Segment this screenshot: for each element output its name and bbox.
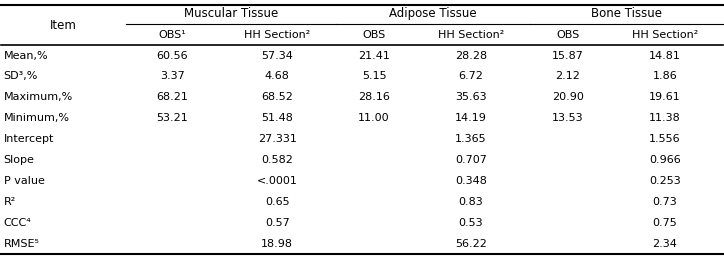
Text: CCC⁴: CCC⁴ bbox=[4, 218, 31, 228]
Text: 2.34: 2.34 bbox=[652, 239, 677, 249]
Text: 35.63: 35.63 bbox=[455, 92, 487, 103]
Text: 1.365: 1.365 bbox=[455, 134, 487, 144]
Text: 1.556: 1.556 bbox=[649, 134, 681, 144]
Text: OBS: OBS bbox=[363, 30, 386, 39]
Text: 3.37: 3.37 bbox=[160, 72, 185, 82]
Text: 11.00: 11.00 bbox=[358, 113, 390, 123]
Text: 56.22: 56.22 bbox=[455, 239, 487, 249]
Text: 51.48: 51.48 bbox=[261, 113, 293, 123]
Text: 0.65: 0.65 bbox=[265, 197, 290, 207]
Text: 18.98: 18.98 bbox=[261, 239, 293, 249]
Text: 0.966: 0.966 bbox=[649, 155, 681, 165]
Text: 0.75: 0.75 bbox=[652, 218, 677, 228]
Text: 20.90: 20.90 bbox=[552, 92, 584, 103]
Text: HH Section²: HH Section² bbox=[438, 30, 504, 39]
Text: 60.56: 60.56 bbox=[156, 51, 188, 60]
Text: OBS: OBS bbox=[556, 30, 579, 39]
Text: 68.21: 68.21 bbox=[156, 92, 188, 103]
Text: R²: R² bbox=[4, 197, 16, 207]
Text: HH Section²: HH Section² bbox=[631, 30, 698, 39]
Text: 28.28: 28.28 bbox=[455, 51, 487, 60]
Text: 5.15: 5.15 bbox=[362, 72, 387, 82]
Text: Minimum,%: Minimum,% bbox=[4, 113, 70, 123]
Text: 13.53: 13.53 bbox=[552, 113, 584, 123]
Text: HH Section²: HH Section² bbox=[244, 30, 311, 39]
Text: Item: Item bbox=[50, 19, 77, 32]
Text: Adipose Tissue: Adipose Tissue bbox=[389, 7, 476, 20]
Text: 53.21: 53.21 bbox=[156, 113, 188, 123]
Text: Bone Tissue: Bone Tissue bbox=[591, 7, 662, 20]
Text: 28.16: 28.16 bbox=[358, 92, 390, 103]
Text: 21.41: 21.41 bbox=[358, 51, 390, 60]
Text: RMSE⁵: RMSE⁵ bbox=[4, 239, 40, 249]
Text: 0.83: 0.83 bbox=[458, 197, 484, 207]
Text: 0.73: 0.73 bbox=[652, 197, 677, 207]
Text: 15.87: 15.87 bbox=[552, 51, 584, 60]
Text: 14.19: 14.19 bbox=[455, 113, 487, 123]
Text: 0.707: 0.707 bbox=[455, 155, 487, 165]
Text: <.0001: <.0001 bbox=[257, 176, 298, 186]
Text: OBS¹: OBS¹ bbox=[159, 30, 186, 39]
Text: 14.81: 14.81 bbox=[649, 51, 681, 60]
Text: 11.38: 11.38 bbox=[649, 113, 681, 123]
Text: 6.72: 6.72 bbox=[458, 72, 484, 82]
Text: 0.53: 0.53 bbox=[459, 218, 484, 228]
Text: 2.12: 2.12 bbox=[555, 72, 581, 82]
Text: SD³,%: SD³,% bbox=[4, 72, 38, 82]
Text: 0.57: 0.57 bbox=[265, 218, 290, 228]
Text: 57.34: 57.34 bbox=[261, 51, 293, 60]
Text: 0.253: 0.253 bbox=[649, 176, 681, 186]
Text: Mean,%: Mean,% bbox=[4, 51, 49, 60]
Text: 1.86: 1.86 bbox=[652, 72, 677, 82]
Text: 0.348: 0.348 bbox=[455, 176, 487, 186]
Text: 19.61: 19.61 bbox=[649, 92, 681, 103]
Text: P value: P value bbox=[4, 176, 44, 186]
Text: 27.331: 27.331 bbox=[258, 134, 297, 144]
Text: 68.52: 68.52 bbox=[261, 92, 293, 103]
Text: Intercept: Intercept bbox=[4, 134, 54, 144]
Text: Slope: Slope bbox=[4, 155, 35, 165]
Text: Muscular Tissue: Muscular Tissue bbox=[184, 7, 278, 20]
Text: 4.68: 4.68 bbox=[265, 72, 290, 82]
Text: 0.582: 0.582 bbox=[261, 155, 293, 165]
Text: Maximum,%: Maximum,% bbox=[4, 92, 73, 103]
